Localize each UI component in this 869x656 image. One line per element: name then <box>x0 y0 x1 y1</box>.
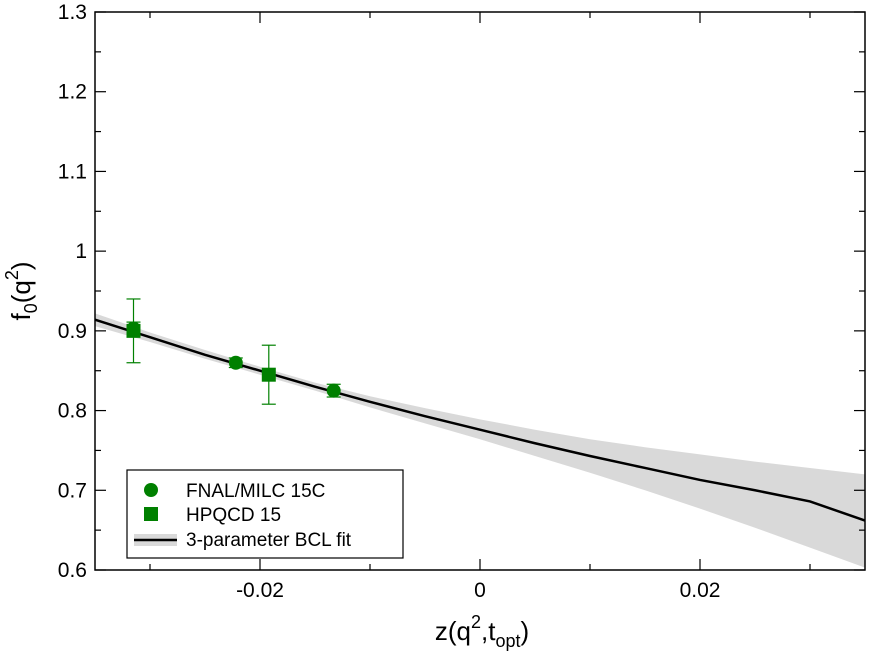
legend: FNAL/MILC 15C HPQCD 15 3-parameter BCL f… <box>126 469 404 559</box>
fnal-point-0-marker <box>126 321 141 336</box>
y-tick-label: 1 <box>75 240 87 263</box>
x-tick-label: -0.02 <box>236 579 284 602</box>
legend-label-hpqcd: HPQCD 15 <box>186 505 281 526</box>
data-points-layer <box>126 298 341 405</box>
x-tick-label: 0 <box>474 579 486 602</box>
y-tick-label: 1.3 <box>58 1 87 24</box>
fit-line-layer <box>94 318 866 522</box>
legend-label-fnal: FNAL/MILC 15C <box>186 481 325 502</box>
x-axis-label: z(q2,topt) <box>435 612 529 651</box>
y-axis-ticks: 0.6 0.7 0.8 0.9 1 1.1 1.2 1.3 <box>58 1 865 582</box>
legend-marker-square <box>144 507 158 521</box>
fnal-point-2-marker <box>326 383 341 398</box>
y-tick-label: 1.1 <box>58 160 87 183</box>
fnal-point-1-marker <box>228 355 243 370</box>
confidence-band-layer <box>95 313 865 568</box>
y-tick-label: 0.6 <box>58 559 87 582</box>
hpqcd-point-1-marker <box>261 367 276 382</box>
legend-label-fit: 3-parameter BCL fit <box>186 530 352 551</box>
y-tick-label: 0.7 <box>58 479 87 502</box>
x-tick-label: 0.02 <box>680 579 721 602</box>
x-axis-ticks: -0.02 0 0.02 <box>149 12 811 602</box>
y-tick-label: 0.9 <box>58 320 87 343</box>
fit-line <box>94 318 866 522</box>
y-axis-label: f0(q2) <box>2 261 41 320</box>
fit-confidence-band <box>95 313 865 568</box>
y-tick-label: 0.8 <box>58 400 87 423</box>
legend-marker-circle <box>144 483 158 497</box>
y-tick-label: 1.2 <box>58 81 87 104</box>
